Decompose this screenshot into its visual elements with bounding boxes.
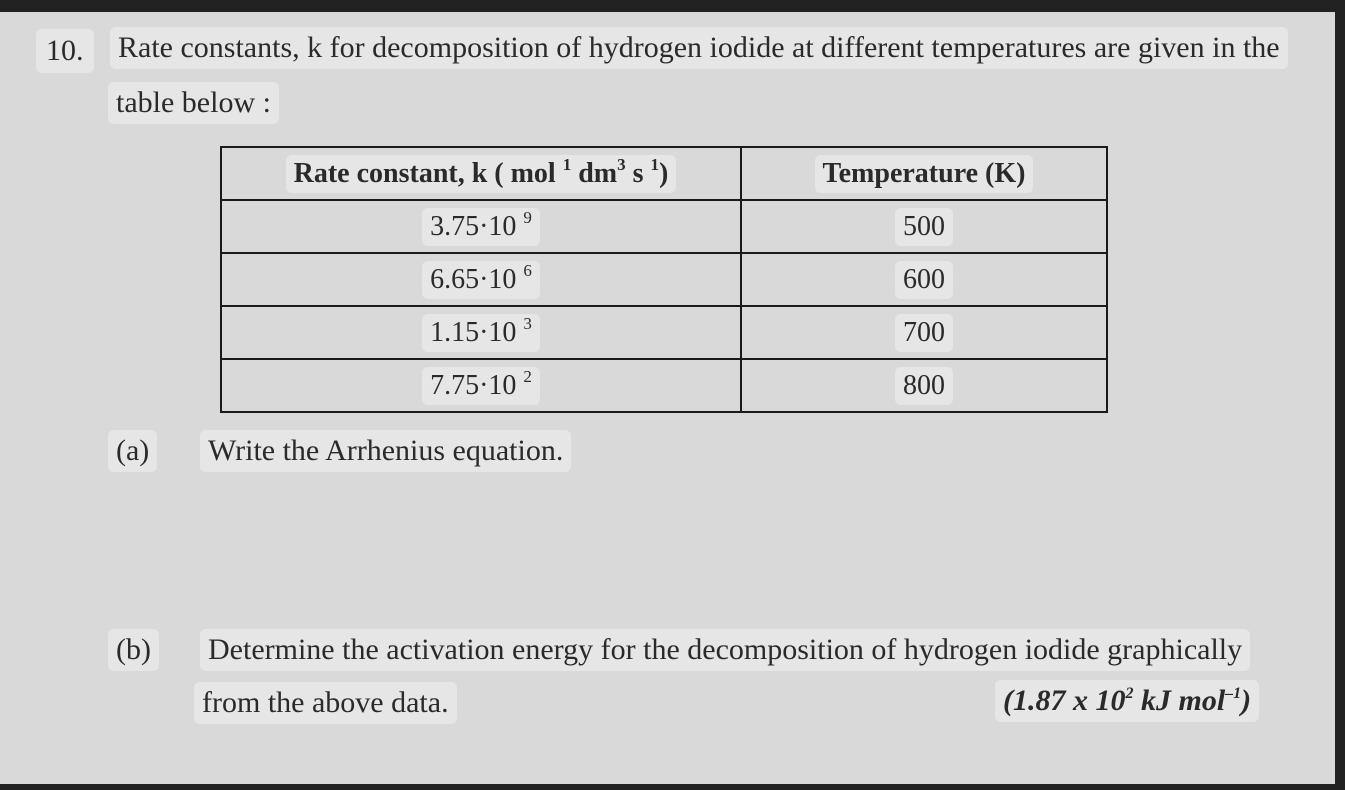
temperature-value: 600 (895, 260, 953, 299)
rate-cell: 6.65·10 6 (220, 252, 742, 307)
temperature-cell: 800 (740, 358, 1108, 413)
temperature-cell: 700 (740, 305, 1108, 360)
rate-cell: 7.75·10 2 (220, 358, 742, 413)
answer-unit-exponent: –1 (1225, 685, 1242, 702)
header-rate-exp-1: 1 (562, 154, 572, 174)
question-number: 10. (36, 29, 94, 73)
part-b-text-line-1: Determine the activation energy for the … (200, 629, 1251, 671)
question-text-line-1: Rate constants, k for decomposition of h… (110, 27, 1288, 69)
answer-unit: kJ mol (1133, 684, 1226, 717)
rate-cell: 1.15·10 3 (220, 305, 742, 360)
temperature-cell: 500 (740, 199, 1108, 254)
temperature-value: 700 (895, 313, 953, 352)
table-header-row: Rate constant, k ( mol 1 dm3 s 1) Temper… (220, 146, 1108, 201)
part-a-text: Write the Arrhenius equation. (200, 430, 572, 472)
temperature-value: 800 (895, 366, 953, 405)
header-rate-s: s (625, 157, 644, 189)
part-b-label: (b) (108, 629, 159, 671)
header-rate-constant: Rate constant, k ( mol 1 dm3 s 1) (220, 146, 742, 201)
rate-exponent: 3 (523, 313, 532, 333)
header-rate-close: ) (659, 157, 669, 189)
table-row: 1.15·10 3 700 (220, 305, 1108, 360)
rate-value: 3.75·10 (430, 210, 517, 242)
rate-exponent: 9 (523, 207, 532, 227)
rate-exponent: 2 (523, 366, 532, 386)
header-rate-text: Rate constant, k ( mol (293, 157, 556, 189)
table-row: 6.65·10 6 600 (220, 252, 1108, 307)
part-a-label: (a) (108, 430, 158, 472)
answer-prefix: (1.87 x 10 (1003, 684, 1126, 717)
header-temperature: Temperature (K) (740, 146, 1108, 201)
answer-value: (1.87 x 102 kJ mol–1) (995, 680, 1260, 722)
question-text-line-2: table below : (108, 82, 279, 124)
rate-exponent: 6 (523, 260, 532, 280)
temperature-value: 500 (895, 207, 953, 246)
rate-cell: 3.75·10 9 (220, 199, 742, 254)
header-rate-dm: dm (578, 157, 618, 189)
table-row: 7.75·10 2 800 (220, 358, 1108, 413)
rate-value: 6.65·10 (430, 263, 517, 295)
rate-constant-table: Rate constant, k ( mol 1 dm3 s 1) Temper… (220, 146, 1108, 413)
answer-close: ) (1241, 684, 1252, 717)
temperature-cell: 600 (740, 252, 1108, 307)
answer-exponent: 2 (1125, 685, 1134, 702)
worksheet-page: 10. Rate constants, k for decomposition … (0, 12, 1335, 784)
part-b-text-line-2: from the above data. (194, 682, 457, 724)
table-row: 3.75·10 9 500 (220, 199, 1108, 254)
header-temperature-text: Temperature (K) (814, 154, 1034, 193)
rate-value: 1.15·10 (430, 316, 517, 348)
header-rate-exp-2: 3 (617, 154, 626, 174)
header-rate-exp-3: 1 (650, 154, 660, 174)
rate-value: 7.75·10 (430, 369, 517, 401)
